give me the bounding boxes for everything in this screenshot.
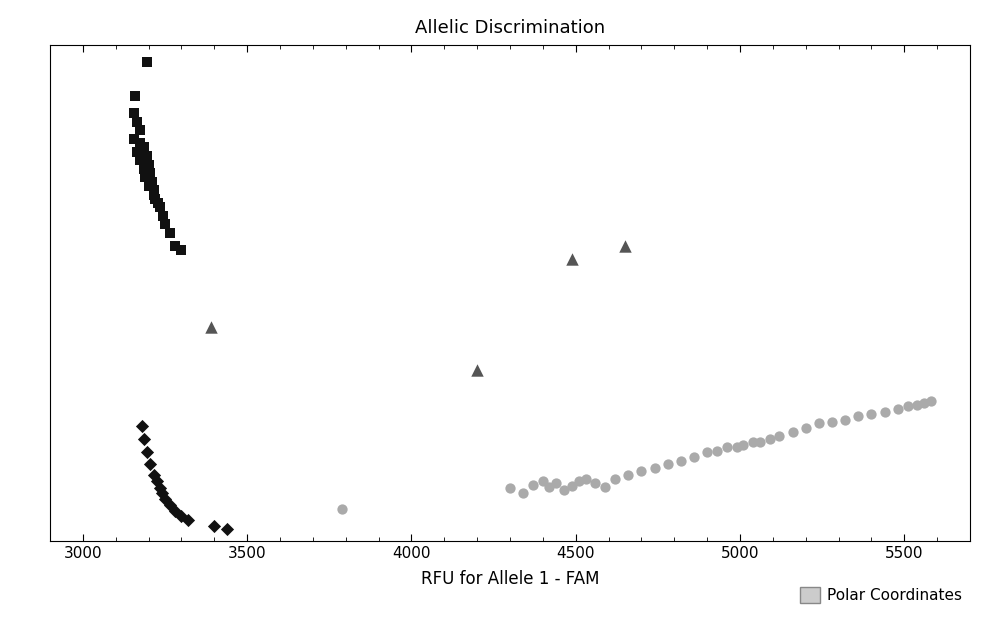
Point [923,396,939,406]
Point [126,108,142,118]
Point [762,434,778,444]
Point [890,404,906,414]
Point [785,427,801,437]
Point [735,440,751,450]
Point [617,241,633,251]
Point [673,456,689,466]
Point [219,524,235,534]
Point [686,452,702,462]
Point [607,474,623,484]
Point [129,147,145,157]
Point [162,499,178,510]
Point [709,445,725,455]
Point [136,142,152,152]
Point [144,176,160,187]
Point [556,485,572,495]
Point [571,476,587,487]
Point [141,181,157,191]
Point [132,138,148,148]
Point [863,409,879,419]
Point [173,511,189,521]
Point [137,172,153,182]
Point [141,159,157,169]
Point [162,228,178,238]
Point [811,418,827,428]
Point [132,155,148,166]
Point [139,57,155,67]
Point [167,506,183,516]
Point [824,417,840,427]
Point [139,151,155,161]
Point [206,521,222,531]
Point [564,481,580,491]
Point [587,478,603,489]
Point [146,189,162,199]
Point [180,515,196,525]
Point [157,219,173,229]
Point [127,91,143,101]
Point [620,469,636,480]
Point [597,482,613,492]
Point [142,459,158,469]
Point [147,194,163,204]
Point [126,134,142,144]
Point [152,203,168,213]
Point [150,198,166,208]
Point [132,125,148,135]
Title: Allelic Discrimination: Allelic Discrimination [415,20,605,38]
Point [850,412,866,422]
Point [334,504,350,514]
X-axis label: RFU for Allele 1 - FAM: RFU for Allele 1 - FAM [421,569,599,588]
Point [525,480,541,490]
Point [146,185,162,196]
Point [745,437,761,447]
Point [647,462,663,473]
Point [155,211,171,221]
Point [578,474,594,484]
Point [771,431,787,441]
Point [157,494,173,505]
Point [173,245,189,255]
Point [633,466,649,476]
Point [502,483,518,494]
Point [660,459,676,469]
Point [146,469,162,480]
Legend: Polar Coordinates: Polar Coordinates [800,587,962,603]
Point [134,420,150,431]
Point [752,437,768,447]
Point [139,447,155,457]
Point [798,422,814,433]
Point [203,322,219,333]
Point [541,482,557,492]
Point [129,117,145,127]
Point [548,478,564,489]
Point [149,476,165,487]
Point [167,241,183,251]
Point [909,400,925,410]
Point [152,483,168,494]
Point [564,254,580,264]
Point [469,365,485,375]
Point [142,168,158,178]
Point [916,397,932,408]
Point [136,434,152,444]
Point [877,407,893,417]
Point [699,447,715,457]
Point [535,476,551,487]
Point [837,415,853,425]
Point [136,164,152,174]
Point [719,442,735,452]
Point [900,401,916,412]
Point [515,487,531,497]
Point [729,442,745,452]
Point [154,489,170,499]
